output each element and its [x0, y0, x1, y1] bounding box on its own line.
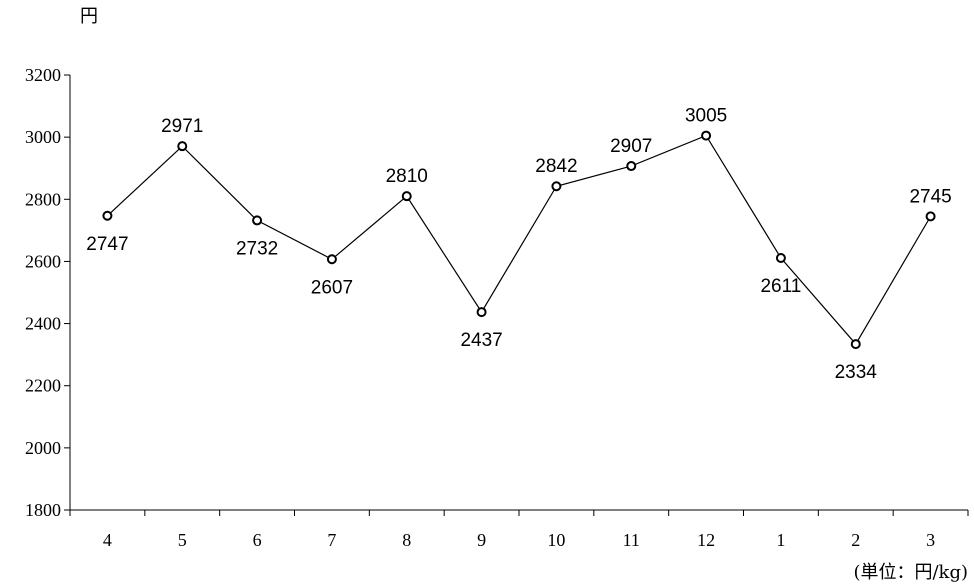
y-axis-unit-label: 円 [80, 6, 98, 26]
data-point [177, 141, 188, 152]
x-tick-label: 11 [623, 530, 640, 550]
y-tick-label: 2800 [25, 189, 61, 209]
axes [69, 75, 968, 511]
data-label: 2810 [386, 166, 428, 187]
x-tick-label: 1 [776, 530, 785, 550]
data-label: 2907 [610, 136, 652, 157]
x-tick-label: 9 [477, 530, 486, 550]
data-point [925, 211, 936, 222]
y-tick-label: 2000 [25, 438, 61, 458]
x-tick-label: 5 [178, 530, 187, 550]
x-tick-label: 4 [103, 530, 112, 550]
y-tick-label: 1800 [25, 500, 61, 520]
data-point [476, 307, 487, 318]
unit-note: (単位：円/kg) [853, 562, 968, 583]
data-point [551, 181, 562, 192]
data-point [252, 215, 263, 226]
data-point [401, 191, 412, 202]
data-point [850, 339, 861, 350]
data-label: 2611 [760, 276, 801, 297]
data-labels: 2747 2971 2732 2607 2810 2437 2842 2907 3005 2611… [86, 106, 951, 383]
y-tick-label: 2600 [25, 251, 61, 271]
data-points [102, 130, 936, 350]
x-tick-label: 12 [697, 530, 715, 550]
y-tick-label: 2200 [25, 376, 61, 396]
y-tick-label: 3200 [25, 65, 61, 85]
x-tick-label: 6 [253, 530, 262, 550]
data-label: 2334 [835, 362, 878, 383]
data-point [626, 161, 637, 172]
x-tick-label: 2 [851, 530, 860, 550]
data-label: 2732 [236, 238, 278, 259]
x-tick-label: 10 [547, 530, 565, 550]
y-tick-label: 2400 [25, 314, 61, 334]
data-point [701, 130, 712, 141]
series-line [107, 134, 932, 346]
x-tick-label: 3 [926, 530, 935, 550]
data-point [102, 210, 113, 221]
x-axis-ticks: 4 5 6 7 8 9 10 11 12 1 2 3 [69, 510, 969, 550]
data-label: 3005 [685, 106, 727, 127]
data-label: 2745 [909, 186, 951, 207]
x-tick-label: 8 [402, 530, 411, 550]
y-tick-label: 3000 [25, 127, 61, 147]
data-label: 2971 [161, 116, 203, 137]
data-point [326, 254, 337, 265]
data-label: 2437 [460, 330, 502, 351]
data-label: 2842 [535, 156, 577, 177]
y-axis-ticks: 1800 2000 2200 2400 2600 2800 3000 3200 [25, 65, 70, 520]
data-label: 2747 [86, 234, 128, 255]
data-point [775, 253, 786, 264]
data-label: 2607 [311, 277, 353, 298]
x-tick-label: 7 [327, 530, 336, 550]
